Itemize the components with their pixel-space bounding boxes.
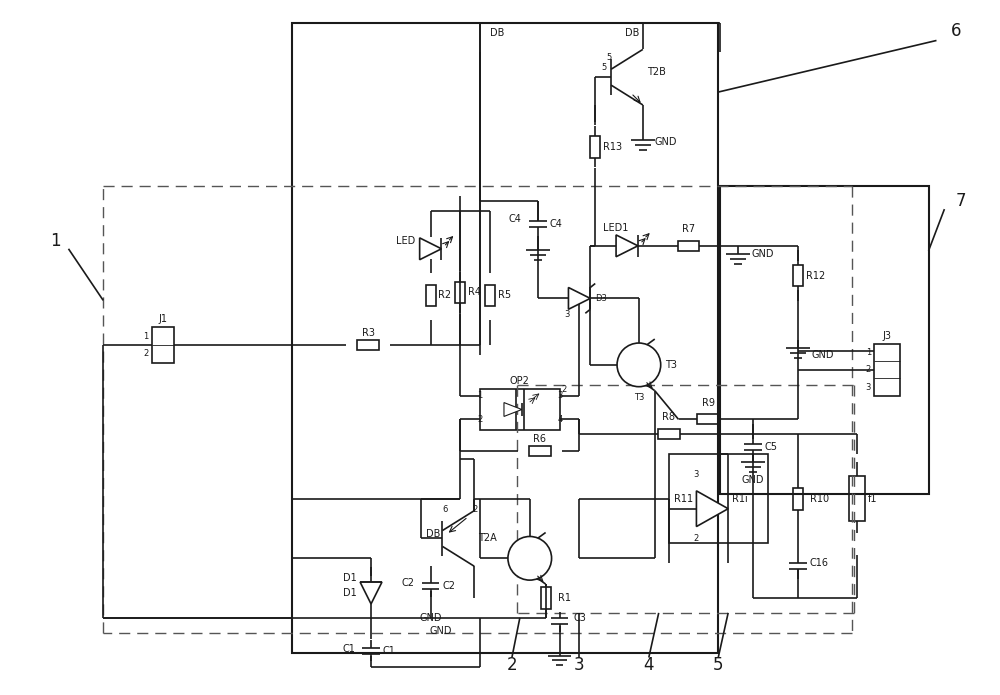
Text: R5: R5 [498, 291, 511, 300]
Text: R7: R7 [682, 224, 695, 234]
Text: D3: D3 [595, 294, 607, 303]
Bar [485, 284, 495, 306]
Text: R6: R6 [533, 434, 546, 444]
Text: T3: T3 [634, 393, 644, 402]
Text: 1: 1 [144, 332, 149, 341]
Text: LED: LED [396, 236, 416, 246]
Text: R1i: R1i [732, 493, 748, 504]
Text: R11: R11 [674, 493, 693, 504]
Text: 2: 2 [694, 534, 699, 543]
Text: C3: C3 [573, 613, 586, 623]
Bar [292, 23, 718, 653]
Text: 6: 6 [443, 505, 448, 514]
Polygon shape [696, 491, 728, 527]
Text: DB: DB [490, 28, 504, 38]
Text: R8: R8 [662, 412, 675, 423]
Text: GND: GND [419, 613, 442, 623]
Bar [426, 284, 436, 306]
Text: R10: R10 [810, 493, 829, 504]
Text: 2: 2 [866, 366, 871, 375]
Text: f1: f1 [868, 493, 878, 504]
Text: C1: C1 [383, 646, 396, 655]
Text: GND: GND [811, 350, 834, 360]
Text: 3: 3 [694, 470, 699, 479]
Text: C5: C5 [765, 442, 778, 452]
Text: R4: R4 [468, 288, 481, 297]
Bar [357, 340, 379, 350]
Text: DB: DB [426, 528, 440, 539]
Text: C4: C4 [509, 214, 522, 224]
Bar [849, 477, 865, 521]
Text: GND: GND [655, 137, 677, 147]
Text: 5: 5 [601, 63, 606, 72]
Text: 1: 1 [50, 232, 61, 250]
Text: 4: 4 [644, 657, 654, 674]
Text: R2: R2 [438, 291, 452, 300]
Text: T2B: T2B [647, 67, 666, 77]
Bar [455, 281, 465, 303]
Text: 3: 3 [558, 391, 563, 400]
Text: C4: C4 [550, 219, 562, 229]
Bar [874, 344, 900, 395]
Text: 2: 2 [473, 505, 478, 514]
Bar [529, 446, 551, 456]
Text: R3: R3 [362, 328, 375, 338]
Bar [541, 587, 551, 609]
Text: 1: 1 [477, 391, 482, 400]
Text: 5: 5 [606, 54, 612, 63]
Text: R9: R9 [702, 398, 715, 407]
Text: J1: J1 [158, 314, 167, 324]
Text: LED1: LED1 [603, 223, 629, 233]
Text: T2A: T2A [478, 534, 497, 543]
Text: R1: R1 [558, 593, 571, 603]
Text: D1: D1 [343, 588, 357, 598]
Text: 2: 2 [507, 657, 517, 674]
Polygon shape [616, 235, 638, 256]
Polygon shape [504, 402, 522, 416]
Circle shape [508, 537, 552, 580]
Bar [152, 327, 174, 363]
Text: 1: 1 [866, 348, 871, 357]
Polygon shape [360, 582, 382, 604]
Text: DB: DB [625, 28, 639, 38]
Text: 2: 2 [144, 350, 149, 359]
Bar [697, 414, 719, 425]
Text: 3: 3 [866, 382, 871, 391]
Bar [669, 454, 768, 543]
Text: 4: 4 [558, 415, 563, 424]
Text: T3: T3 [665, 360, 677, 370]
Polygon shape [568, 288, 590, 309]
Text: GND: GND [752, 249, 774, 259]
Bar [678, 241, 699, 251]
Text: OP2: OP2 [510, 376, 530, 386]
Text: C1: C1 [342, 644, 355, 653]
Text: 3: 3 [565, 310, 570, 319]
Text: 6: 6 [951, 22, 962, 40]
Text: 2: 2 [562, 385, 567, 393]
Bar [793, 488, 803, 509]
Polygon shape [420, 238, 441, 260]
Text: D1: D1 [343, 573, 357, 583]
Text: C2: C2 [442, 581, 455, 591]
Text: C2: C2 [402, 578, 415, 588]
Text: GND: GND [429, 626, 452, 636]
Bar [480, 389, 560, 430]
Bar [590, 136, 600, 158]
Text: C16: C16 [810, 558, 829, 569]
Text: 7: 7 [956, 193, 967, 210]
Text: R13: R13 [603, 142, 622, 152]
Bar [793, 265, 803, 286]
Text: 5: 5 [713, 657, 723, 674]
Text: J3: J3 [882, 331, 891, 341]
Text: GND: GND [742, 475, 764, 485]
Text: 3: 3 [574, 657, 585, 674]
Bar [720, 186, 929, 494]
Bar [658, 430, 680, 439]
Text: 2: 2 [477, 415, 482, 424]
Text: R12: R12 [806, 270, 825, 281]
Circle shape [617, 343, 661, 386]
